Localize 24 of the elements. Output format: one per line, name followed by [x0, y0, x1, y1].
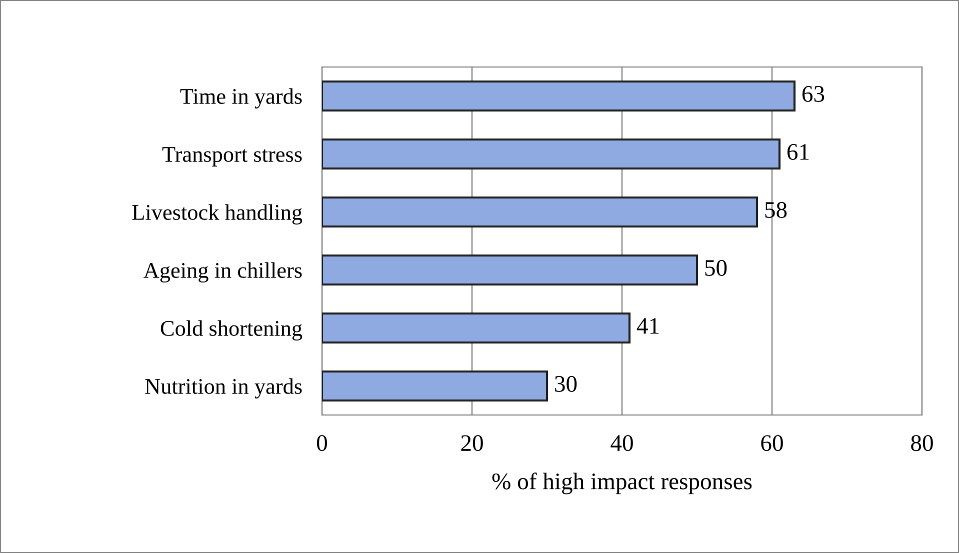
x-axis-title: % of high impact responses: [492, 472, 752, 494]
y-tick-label: Ageing in chillers: [144, 262, 302, 283]
x-tick-label: 80: [911, 435, 933, 452]
data-label: 50: [705, 260, 727, 276]
data-label: 61: [787, 144, 809, 160]
y-tick-label: Transport stress: [162, 147, 302, 166]
data-label: 63: [802, 86, 824, 102]
bar: [322, 80, 796, 112]
y-tick-label: Nutrition in yards: [145, 378, 302, 399]
data-label: 58: [765, 202, 787, 218]
bar: [322, 196, 758, 228]
x-tick-label: 0: [316, 435, 328, 452]
bar: [322, 254, 698, 286]
data-label: 30: [555, 376, 577, 392]
y-tick-label: Time in yards: [180, 88, 302, 109]
x-tick-label: 20: [461, 435, 483, 452]
bar: [322, 312, 631, 344]
y-tick-label: Livestock handling: [132, 204, 302, 225]
y-tick-label: Cold shortening: [160, 320, 302, 341]
x-tick-label: 60: [761, 435, 783, 452]
bar: [322, 138, 781, 170]
data-label: 41: [636, 318, 659, 334]
x-tick-label: 40: [610, 435, 633, 452]
bar: [322, 370, 548, 402]
